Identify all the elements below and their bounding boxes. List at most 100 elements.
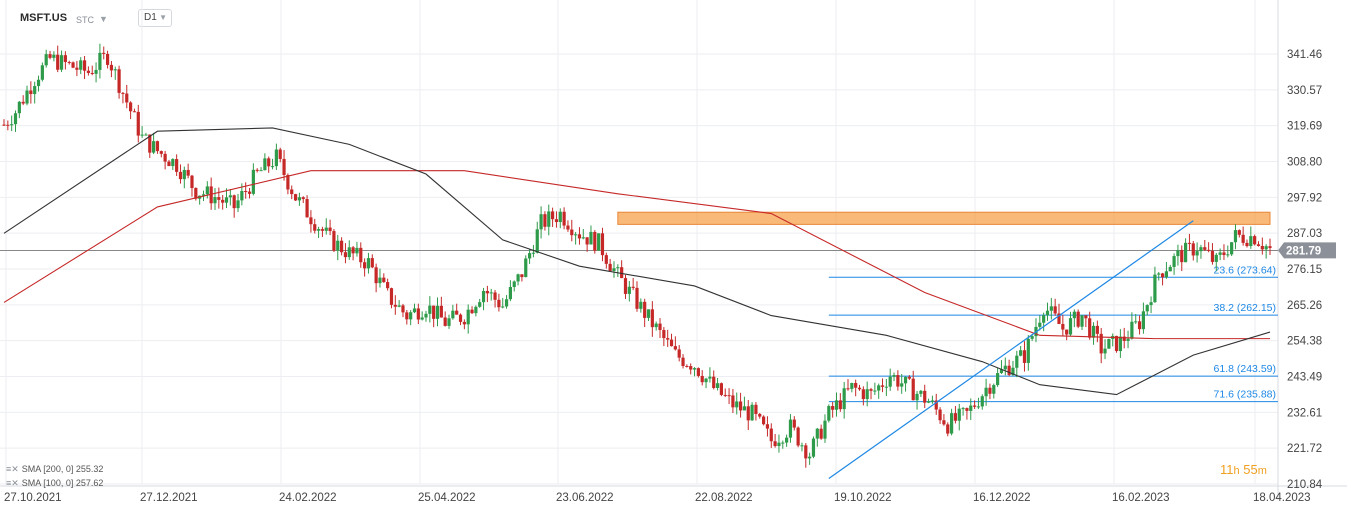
candle-body	[1256, 244, 1261, 246]
candle-body	[94, 69, 98, 74]
candle-body	[654, 323, 658, 328]
candle-body	[393, 304, 397, 307]
candle-body	[781, 442, 785, 444]
candle-body	[52, 54, 56, 58]
chevron-down-icon: ▼	[159, 13, 167, 22]
sma200-legend[interactable]: ≡✕ SMA [200, 0] 255.32	[6, 464, 103, 475]
candle-body	[1061, 323, 1065, 330]
y-tick-label: 243.49	[1287, 372, 1322, 384]
candle-body	[1249, 236, 1253, 247]
candle-body	[1145, 305, 1149, 312]
candle-body	[1019, 350, 1023, 356]
candle-body	[1245, 242, 1249, 247]
candle-body	[696, 368, 700, 376]
candle-body	[754, 404, 758, 414]
settings-icon[interactable]: ≡✕	[6, 464, 19, 474]
candle-body	[643, 301, 647, 318]
candle-body	[389, 288, 394, 305]
candle-body	[980, 396, 984, 407]
candle-body	[512, 281, 516, 288]
candle-body	[213, 197, 217, 204]
candle-body	[205, 186, 209, 195]
timeframe-value: D1	[144, 12, 157, 23]
candle-body	[1114, 335, 1119, 352]
candle-body	[1137, 321, 1142, 330]
candle-body	[574, 234, 578, 236]
candle-body	[121, 92, 125, 94]
candle-body	[240, 191, 244, 201]
candle-body	[366, 258, 371, 269]
candle-body	[71, 62, 75, 68]
candle-body	[888, 376, 892, 387]
candle-body	[850, 382, 854, 389]
candle-body	[516, 274, 520, 282]
candle-body	[1233, 230, 1238, 243]
symbol-label: MSFT.US	[20, 12, 68, 24]
candle-body	[1214, 254, 1218, 262]
candle-body	[520, 274, 524, 278]
candle-body	[535, 229, 539, 253]
candle-body	[685, 365, 689, 367]
candle-body	[984, 387, 988, 397]
candle-body	[1149, 302, 1153, 306]
candle-body	[1253, 236, 1257, 245]
sma200-label: SMA [200, 0]	[21, 464, 74, 474]
sma100-line	[3, 127, 1271, 396]
candle-body	[232, 195, 236, 209]
y-tick-label: 221.72	[1287, 443, 1322, 455]
feed-dropdown-icon[interactable]: ▼	[99, 14, 108, 24]
candle-body	[439, 305, 443, 318]
candle-body	[692, 368, 697, 370]
x-tick-label: 27.12.2021	[140, 492, 198, 504]
candle-body	[1160, 273, 1165, 278]
candle-body	[926, 401, 931, 403]
candle-body	[973, 405, 977, 407]
sma200-value: 255.32	[75, 464, 104, 474]
settings-icon[interactable]: ≡✕	[6, 478, 19, 488]
candle-body	[136, 111, 140, 136]
candle-body	[324, 227, 328, 231]
candle-body	[297, 197, 301, 201]
candle-body	[589, 231, 593, 245]
candle-body	[919, 390, 923, 394]
candle-body	[44, 54, 48, 66]
sma100-legend[interactable]: ≡✕ SMA [100, 0] 257.62	[6, 478, 103, 489]
x-tick-label: 23.06.2022	[556, 492, 614, 504]
y-tick-label: 308.80	[1287, 157, 1322, 169]
candle-body	[370, 258, 374, 268]
candle-body	[673, 346, 677, 350]
candle-body	[13, 113, 18, 125]
candle-body	[838, 400, 842, 410]
candle-body	[1157, 273, 1161, 275]
candle-body	[171, 159, 175, 167]
candle-body	[658, 323, 662, 330]
candle-body	[857, 387, 862, 390]
resistance-zone	[617, 211, 1271, 225]
candle-body	[316, 229, 321, 231]
timer-minutes: 55	[1243, 462, 1258, 477]
candle-body	[458, 314, 463, 322]
candle-body	[742, 406, 747, 411]
candle-body	[109, 64, 114, 71]
candle-body	[152, 141, 156, 153]
candle-body	[1038, 322, 1042, 327]
y-tick-label: 297.92	[1287, 192, 1322, 204]
candle-body	[719, 383, 723, 395]
timeframe-select[interactable]: D1 ▼	[138, 9, 172, 27]
candle-body	[957, 408, 961, 421]
candle-body	[6, 124, 10, 126]
candle-body	[631, 286, 635, 288]
candle-body	[1168, 266, 1172, 272]
candle-body	[98, 52, 102, 70]
candle-body	[551, 211, 555, 220]
last-price-label: 281.79	[1286, 245, 1321, 257]
candle-body	[646, 309, 651, 318]
candle-body	[823, 420, 827, 439]
candle-body	[282, 158, 286, 176]
candle-body	[903, 376, 908, 384]
candle-body	[792, 419, 796, 428]
candle-body	[462, 321, 466, 325]
candle-body	[969, 405, 973, 411]
candle-body	[992, 385, 996, 394]
